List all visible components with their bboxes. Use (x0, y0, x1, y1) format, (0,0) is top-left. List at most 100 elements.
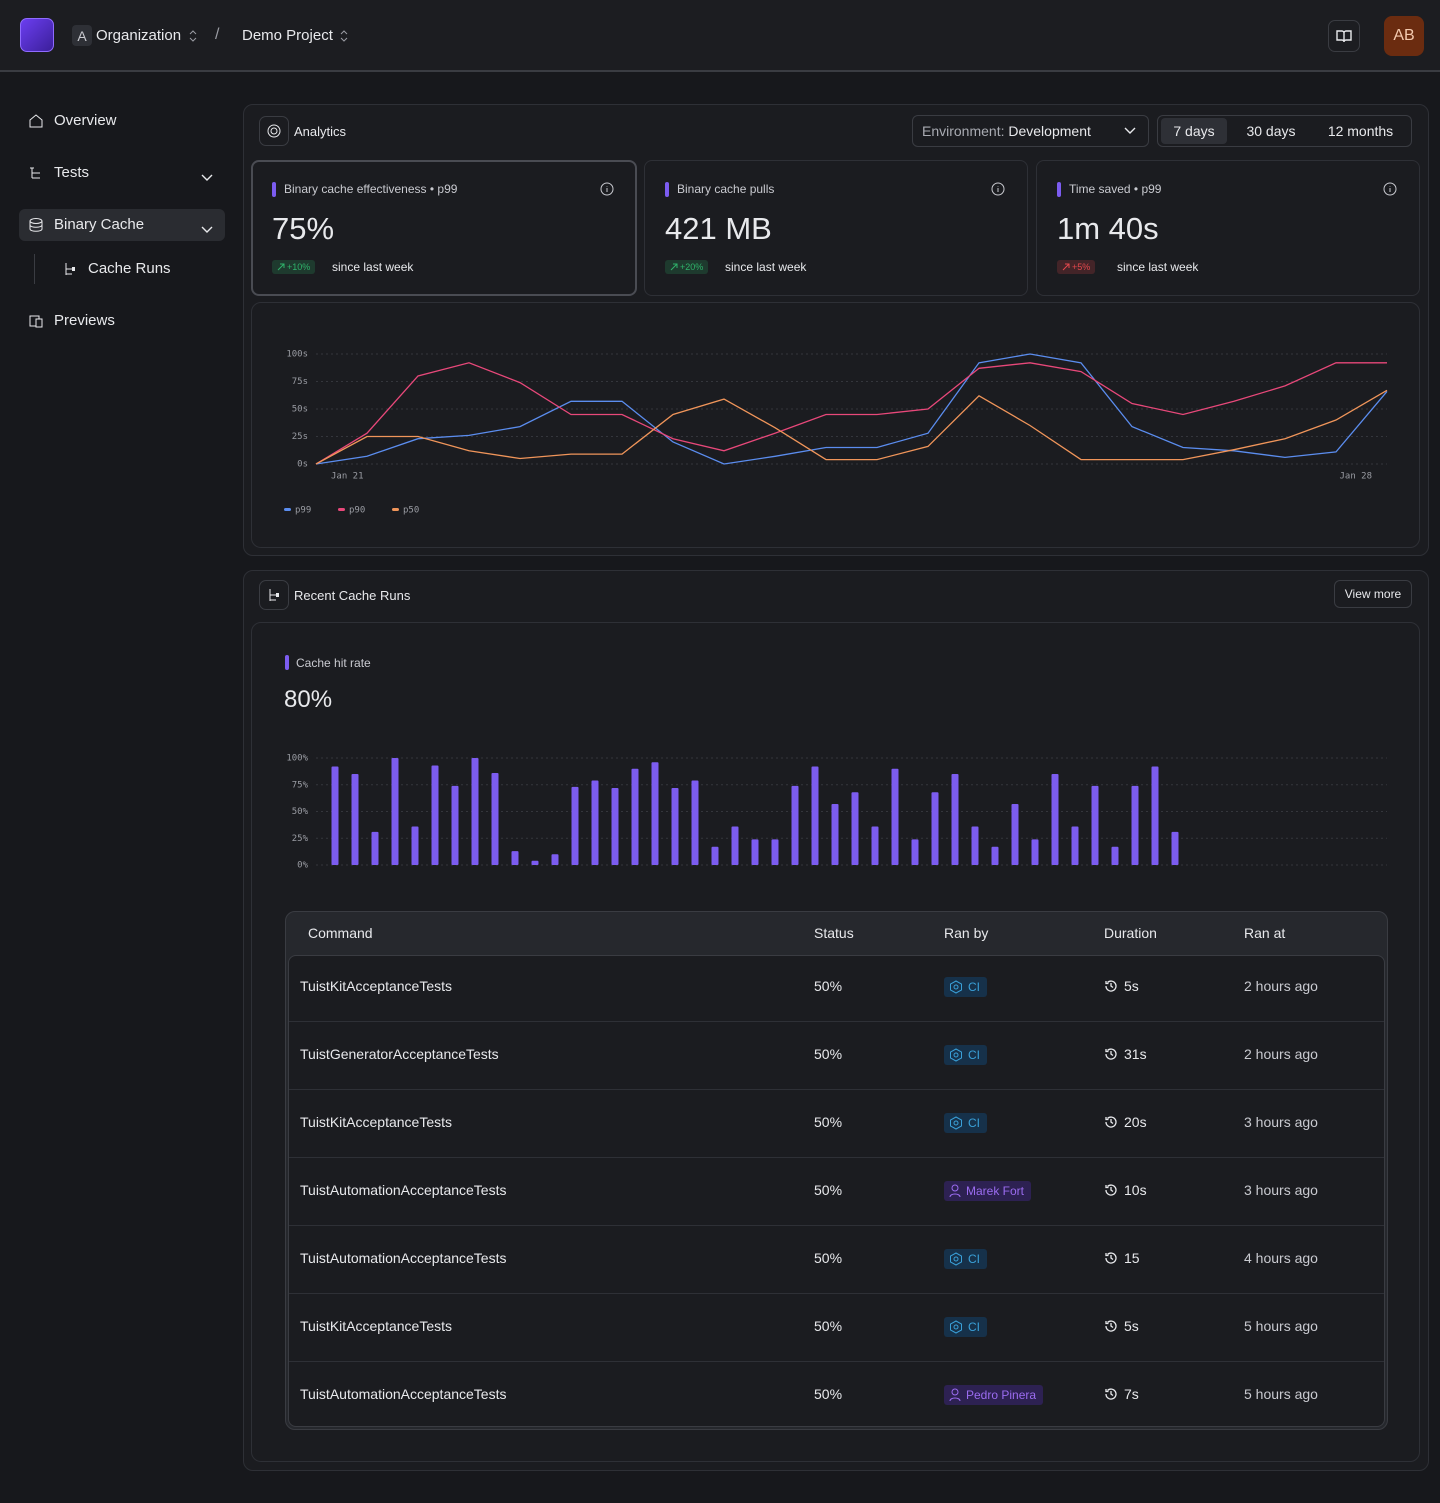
y-tick-label: 0s (297, 460, 308, 470)
bar (531, 860, 539, 865)
ran-by-badge: CI (944, 977, 987, 997)
sidebar-item[interactable]: Binary Cache (54, 216, 145, 233)
command[interactable]: TuistGeneratorAcceptanceTests (300, 1046, 499, 1062)
metric-card[interactable] (1036, 160, 1420, 296)
duration: 10s (1104, 1182, 1147, 1198)
line-chart: 0s 25s 50s 75s 100s Jan 21 Jan 28 p99 p90 p50 (284, 350, 1388, 516)
chevron (201, 221, 213, 237)
bar (851, 792, 859, 865)
change-badge: +20% (665, 260, 709, 274)
ran-by-badge: Marek Fort (944, 1181, 1032, 1201)
card-value: 75% (272, 211, 335, 246)
bar (951, 774, 959, 865)
range-picker (1157, 115, 1412, 147)
change-value: +10% (287, 262, 311, 272)
duration-value: 15 (1124, 1250, 1140, 1266)
command[interactable]: TuistKitAcceptanceTests (300, 1114, 452, 1130)
range-option[interactable]: 30 days (1246, 123, 1296, 139)
command[interactable]: TuistKitAcceptanceTests (300, 978, 452, 994)
ran-by-badge: CI (944, 1045, 987, 1065)
ran-by-badge: Pedro Pinera (944, 1385, 1044, 1405)
bar (631, 768, 639, 865)
command[interactable]: TuistAutomationAcceptanceTests (300, 1386, 507, 1402)
y-tick-label: 25s (292, 432, 308, 442)
bar (991, 846, 999, 865)
sidebar-item[interactable]: Overview (54, 112, 117, 129)
bar (731, 826, 739, 865)
card-title: Time saved • p99 (1069, 182, 1162, 196)
duration-value: 31s (1124, 1046, 1147, 1062)
legend-swatch (284, 508, 291, 511)
legend-swatch (338, 508, 345, 511)
org-name[interactable]: Organization (96, 27, 182, 44)
row-divider (289, 1293, 1384, 1294)
bar (871, 826, 879, 865)
accent (1057, 182, 1061, 197)
metric-card[interactable] (251, 160, 637, 296)
metric-value: 80% (284, 686, 333, 713)
y-tick-label: 100% (286, 754, 308, 764)
duration: 7s (1104, 1386, 1139, 1402)
bar (431, 765, 439, 865)
sidebar-item[interactable]: Cache Runs (88, 260, 171, 277)
panel-title: Analytics (294, 124, 347, 139)
ran-by-badge: CI (944, 1113, 987, 1133)
row-divider (289, 1361, 1384, 1362)
environment-select[interactable]: Environment: Development (912, 115, 1149, 147)
duration: 20s (1104, 1114, 1147, 1130)
bar (551, 854, 559, 865)
logo[interactable] (20, 18, 54, 52)
chevron (189, 30, 197, 42)
bar (471, 758, 479, 865)
legend-label: p99 (295, 506, 311, 516)
ran-by: Pedro Pinera (966, 1388, 1037, 1402)
duration-value: 5s (1124, 1318, 1139, 1334)
book-icon (1336, 30, 1352, 43)
column-header: Ran at (1244, 925, 1286, 941)
info-icon (600, 182, 614, 199)
top-bar: A Organization / Demo Project AB (0, 0, 1440, 72)
accent (665, 182, 669, 197)
ran-by: CI (968, 1320, 980, 1334)
card-value: 421 MB (665, 211, 772, 246)
bar (811, 766, 819, 865)
bar (511, 851, 519, 865)
status: 50% (814, 1386, 843, 1402)
bar (1091, 785, 1099, 865)
line-series (315, 362, 1387, 465)
bar (1031, 839, 1039, 865)
ran-by: CI (968, 980, 980, 994)
org-initial: A (72, 25, 92, 46)
bar (1071, 826, 1079, 865)
view-more-button[interactable]: View more (1334, 580, 1412, 608)
range-option[interactable]: 12 months (1327, 123, 1394, 139)
column-header: Duration (1104, 925, 1157, 941)
change-value: +20% (680, 262, 704, 272)
ran-by: CI (968, 1116, 980, 1130)
bar (1011, 804, 1019, 865)
command[interactable]: TuistAutomationAcceptanceTests (300, 1182, 507, 1198)
bar (791, 785, 799, 865)
ran-at: 3 hours ago (1244, 1182, 1318, 1198)
range-option[interactable]: 7 days (1161, 118, 1227, 144)
bar (1131, 785, 1139, 865)
avatar[interactable]: AB (1384, 16, 1424, 56)
change-value: +5% (1072, 262, 1091, 272)
metric-card[interactable] (644, 160, 1028, 296)
status: 50% (814, 1114, 843, 1130)
ran-by-badge: CI (944, 1317, 987, 1337)
y-tick-label: 100s (286, 350, 308, 360)
command[interactable]: TuistAutomationAcceptanceTests (300, 1250, 507, 1266)
bar (491, 772, 499, 865)
column-header: Command (308, 925, 373, 941)
command[interactable]: TuistKitAcceptanceTests (300, 1318, 452, 1334)
sidebar-item[interactable]: Previews (54, 312, 115, 329)
line-series (315, 389, 1388, 465)
sidebar-item[interactable]: Tests (54, 164, 90, 181)
docs-button[interactable] (1328, 20, 1360, 52)
bar (831, 804, 839, 865)
bar (1151, 766, 1159, 865)
card-title: Binary cache effectiveness • p99 (284, 182, 458, 196)
project-name[interactable]: Demo Project (242, 27, 333, 44)
bar (751, 839, 759, 865)
